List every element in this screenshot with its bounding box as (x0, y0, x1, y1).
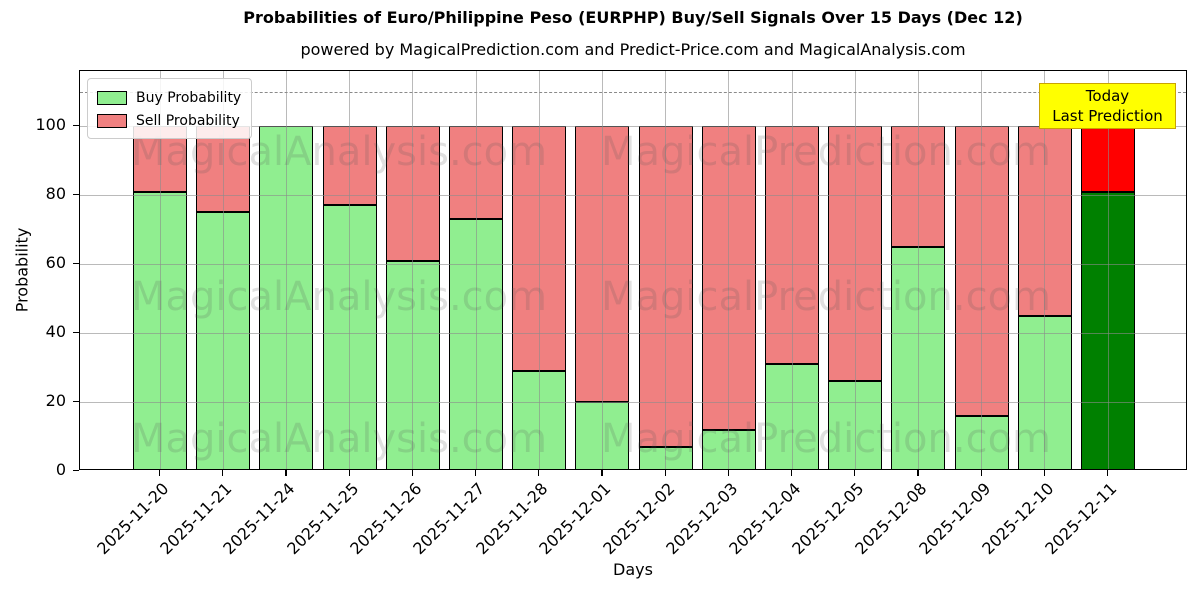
bar-buy-segment-2025-12-10 (1017, 315, 1072, 469)
bar-buy-segment-2025-12-09 (954, 415, 1009, 469)
bar-sell-segment-2025-12-08 (891, 126, 946, 247)
x-tick-mark (980, 470, 982, 476)
legend: Buy Probability Sell Probability (87, 78, 253, 139)
x-tick-mark (411, 470, 414, 476)
bar-sell-segment-2025-12-05 (828, 126, 883, 382)
buy-probability-swatch (97, 90, 127, 105)
y-tick-mark (73, 194, 79, 196)
bar-buy-segment-2025-11-20 (133, 191, 187, 469)
y-tick-label: 20 (45, 391, 66, 411)
sell-probability-swatch (97, 113, 127, 128)
bar-sell-segment-2025-12-10 (1017, 126, 1072, 316)
plot-area: MagicalAnalysis.comMagicalPrediction.com… (79, 70, 1187, 470)
x-tick-mark (1043, 470, 1046, 476)
annotation-line-2: Last Prediction (1052, 107, 1163, 125)
y-tick-mark (73, 332, 79, 334)
bar-buy-segment-2025-11-21 (196, 212, 251, 469)
x-tick-mark (475, 470, 477, 476)
bar-buy-segment-2025-11-25 (322, 205, 377, 469)
legend-item-sell: Sell Probability (97, 109, 241, 132)
bar-buy-segment-2025-12-03 (701, 429, 756, 469)
y-tick-label: 80 (45, 184, 66, 204)
x-tick-mark (159, 470, 161, 476)
bar-sell-segment-2025-11-26 (385, 126, 440, 261)
bar-sell-segment-2025-12-01 (575, 126, 630, 403)
bar-buy-segment-2025-12-01 (575, 402, 630, 469)
x-tick-mark (664, 470, 666, 476)
y-tick-label: 60 (45, 253, 66, 273)
bar-sell-segment-2025-12-11 (1081, 126, 1135, 192)
legend-label-sell: Sell Probability (136, 112, 240, 129)
legend-item-buy: Buy Probability (97, 86, 241, 109)
x-tick-mark (1107, 470, 1109, 476)
chart-subtitle: powered by MagicalPrediction.com and Pre… (300, 40, 966, 59)
bar-buy-segment-2025-12-02 (638, 446, 693, 469)
y-tick-label: 40 (45, 322, 66, 342)
x-tick-mark (917, 470, 919, 476)
today-annotation-box: Today Last Prediction (1039, 83, 1176, 129)
bar-buy-segment-2025-11-27 (449, 219, 503, 469)
annotation-line-1: Today (1085, 87, 1130, 105)
chart-title: Probabilities of Euro/Philippine Peso (E… (243, 8, 1023, 27)
bar-sell-segment-2025-11-21 (196, 126, 251, 213)
x-tick-mark (727, 470, 730, 476)
x-tick-mark (285, 470, 287, 476)
x-tick-mark (601, 470, 603, 476)
bar-sell-segment-2025-12-02 (638, 126, 693, 447)
y-tick-mark (73, 401, 79, 403)
y-tick-mark (73, 470, 79, 472)
bar-buy-segment-2025-11-28 (512, 371, 567, 469)
bar-buy-segment-2025-12-05 (828, 381, 883, 469)
bar-buy-segment-2025-11-26 (385, 260, 440, 469)
legend-label-buy: Buy Probability (136, 89, 242, 106)
bar-buy-segment-2025-12-04 (765, 364, 819, 469)
bar-buy-segment-2025-11-24 (259, 126, 314, 469)
y-tick-label: 0 (55, 460, 66, 479)
bar-sell-segment-2025-11-28 (512, 126, 567, 371)
x-tick-mark (791, 470, 793, 476)
bar-sell-segment-2025-11-25 (322, 126, 377, 206)
bar-buy-segment-2025-12-11 (1081, 191, 1135, 469)
x-axis-label: Days (613, 560, 653, 579)
bar-sell-segment-2025-12-03 (701, 126, 756, 430)
x-tick-mark (854, 470, 856, 476)
bar-buy-segment-2025-12-08 (891, 246, 946, 469)
x-tick-mark (222, 470, 224, 476)
bar-sell-segment-2025-11-27 (449, 126, 503, 220)
y-tick-label: 100 (35, 115, 66, 135)
y-tick-mark (73, 263, 79, 265)
bar-sell-segment-2025-12-04 (765, 126, 819, 365)
bar-sell-segment-2025-12-09 (954, 126, 1009, 416)
y-tick-mark (73, 125, 79, 127)
x-tick-mark (538, 470, 540, 476)
x-tick-mark (348, 470, 350, 476)
